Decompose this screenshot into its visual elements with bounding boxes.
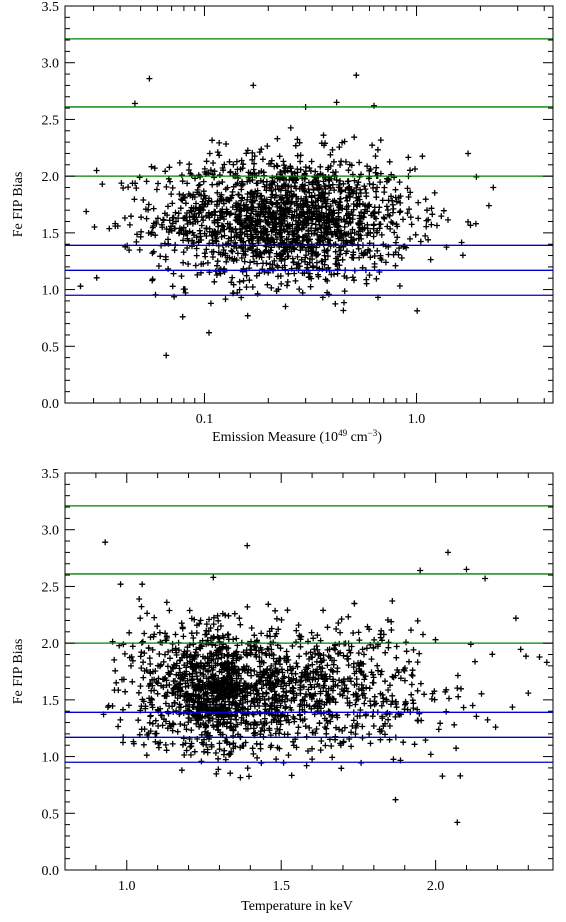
y-tick-label: 2.0	[42, 170, 60, 185]
y-axis-label: Fe FIP Bias	[11, 172, 26, 238]
plot-frame	[64, 5, 554, 404]
emission-measure-panel: 0.0 0.5 1.0 1.5 2.0 2.5 3.0 3.5 0.1 1.0 Fe FIP Bi…	[11, 0, 554, 445]
x-tick-label: 1.0	[408, 412, 426, 427]
scatter-points	[77, 72, 497, 359]
axis-ticks	[64, 472, 553, 871]
x-axis-label: Temperature in keV	[241, 899, 353, 914]
y-tick-label: 1.0	[42, 751, 60, 766]
x-tick-label: 2.0	[427, 879, 445, 894]
y-tick-label: 3.5	[42, 467, 60, 482]
x-axis-label-exponent-2: −3	[368, 428, 378, 438]
x-tick-label: 1.5	[272, 879, 290, 894]
y-tick-label: 0.0	[42, 397, 60, 412]
y-tick-label: 1.0	[42, 284, 60, 299]
reference-lines	[65, 505, 553, 763]
y-tick-label: 2.0	[42, 637, 60, 652]
y-tick-label: 0.0	[42, 864, 60, 879]
y-tick-label: 1.5	[42, 227, 60, 242]
y-tick-label: 3.0	[42, 57, 60, 72]
y-tick-label: 1.5	[42, 694, 60, 709]
plot-frame	[64, 472, 554, 871]
scatter-points	[100, 539, 550, 826]
y-tick-label: 2.5	[42, 113, 60, 128]
y-axis-label: Fe FIP Bias	[11, 639, 26, 705]
x-axis-label-mid: cm	[347, 430, 368, 445]
y-tick-label: 0.5	[42, 807, 60, 822]
data-point-markers	[77, 72, 497, 359]
x-axis-label-exponent: 49	[338, 428, 348, 438]
temperature-panel: 0.0 0.5 1.0 1.5 2.0 2.5 3.0 3.5 1.0 1.5 2.0 Fe FIP…	[11, 467, 554, 914]
y-tick-label: 3.0	[42, 524, 60, 539]
y-tick-label: 3.5	[42, 0, 60, 15]
x-tick-label: 0.1	[196, 412, 214, 427]
y-tick-label: 0.5	[42, 340, 60, 355]
axis-ticks	[65, 5, 553, 404]
x-tick-label: 1.0	[118, 879, 136, 894]
x-axis-label: Emission Measure (1049 cm−3)	[212, 428, 382, 445]
reference-lines	[65, 38, 553, 296]
x-axis-label-base: Emission Measure (10	[212, 430, 338, 445]
tick-labels: 0.0 0.5 1.0 1.5 2.0 2.5 3.0 3.5 1.0 1.5 2.0	[42, 467, 445, 894]
data-point-markers	[100, 539, 550, 826]
y-tick-label: 2.5	[42, 580, 60, 595]
x-axis-label-end: )	[377, 430, 382, 445]
tick-labels: 0.0 0.5 1.0 1.5 2.0 2.5 3.0 3.5 0.1 1.0	[42, 0, 426, 427]
